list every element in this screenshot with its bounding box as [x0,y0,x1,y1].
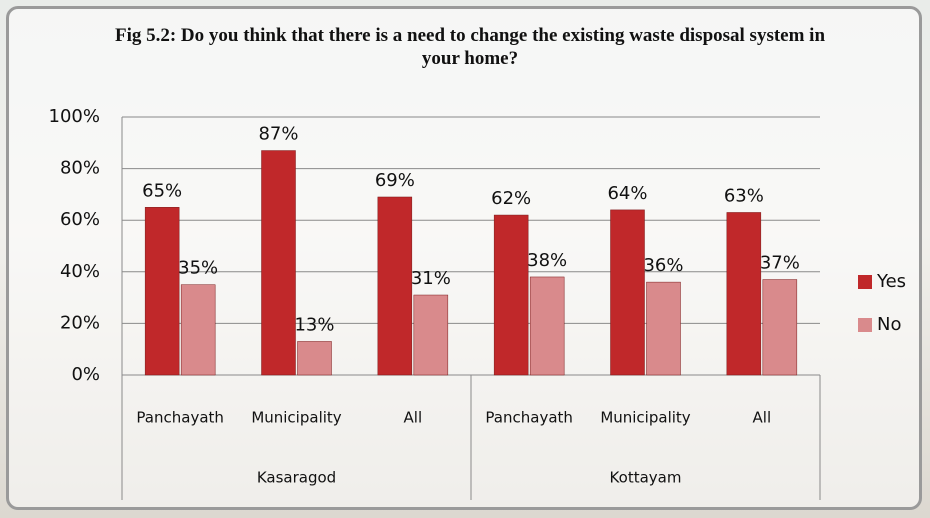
bar [413,294,449,376]
y-tick-label: 40% [60,261,100,282]
bar [726,212,762,376]
value-label: 36% [643,255,683,276]
legend-label: Yes [876,271,906,292]
legend-label: No [877,314,901,335]
group-label: Kottayam [610,469,682,487]
y-tick-label: 20% [60,312,100,333]
bar [610,209,645,376]
bar [144,207,180,376]
x-tick-label: Panchayath [136,409,223,427]
x-tick-label: Panchayath [485,409,572,427]
value-label: 38% [527,250,567,271]
x-tick-label: Municipality [600,409,690,427]
x-tick-label: Municipality [251,409,341,427]
bar [762,279,798,376]
bar [493,214,529,376]
value-label: 87% [258,124,298,145]
value-label: 35% [178,258,218,279]
x-tick-label: All [404,409,423,427]
legend-swatch [858,318,872,332]
value-label: 65% [142,180,182,201]
value-label: 63% [724,185,764,206]
value-label: 62% [491,188,531,209]
value-label: 31% [411,268,451,289]
bar [297,341,332,376]
bar [377,196,413,376]
chart-title: Fig 5.2: Do you think that there is a ne… [114,25,826,69]
value-label: 69% [375,170,415,191]
value-label: 64% [607,183,647,204]
bar [261,150,296,376]
y-tick-label: 100% [49,106,100,127]
y-tick-label: 80% [60,158,100,179]
legend-swatch [858,275,872,289]
x-tick-label: All [753,409,772,427]
value-label: 13% [294,314,334,335]
y-tick-label: 0% [71,364,100,385]
value-label: 37% [760,253,800,274]
y-tick-label: 60% [60,209,100,230]
bar [646,281,681,376]
group-label: Kasaragod [257,469,336,487]
bar [180,284,216,376]
bar [529,276,565,376]
